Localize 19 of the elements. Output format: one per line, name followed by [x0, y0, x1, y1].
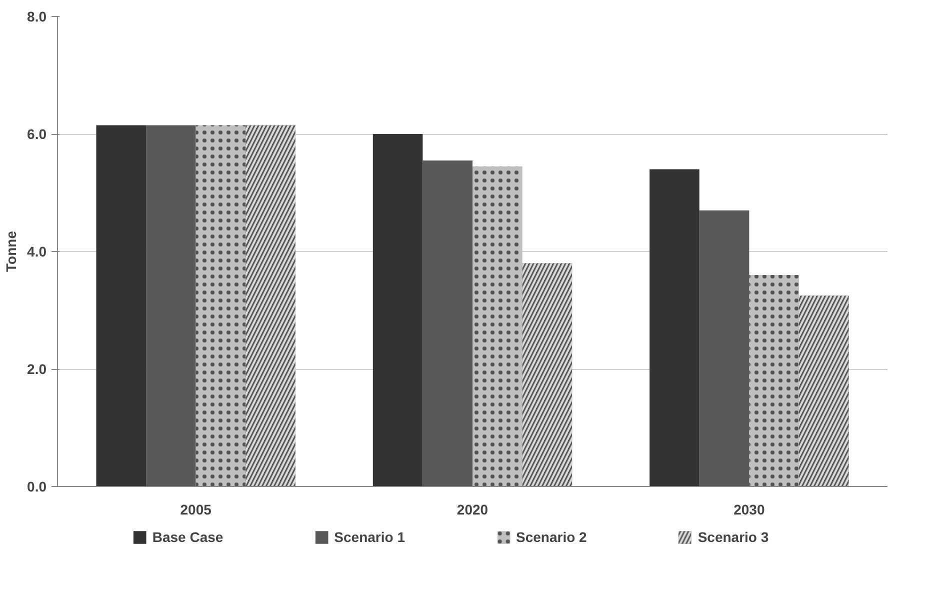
y-tick-label: 6.0 — [27, 126, 47, 142]
legend-label: Scenario 3 — [698, 529, 769, 545]
legend-label: Base Case — [152, 529, 224, 545]
bar — [650, 169, 700, 486]
bar — [699, 210, 750, 486]
y-tick-label: 0.0 — [27, 478, 47, 494]
bar — [146, 125, 196, 486]
x-tick-label: 2020 — [456, 502, 488, 518]
x-tick-label: 2005 — [180, 502, 212, 518]
bar — [96, 125, 146, 486]
legend-label: Scenario 1 — [334, 529, 405, 545]
y-tick-label: 8.0 — [27, 8, 47, 24]
legend-label: Scenario 2 — [516, 529, 587, 545]
bar — [372, 134, 423, 486]
x-tick-label: 2030 — [734, 502, 765, 518]
y-tick-label: 2.0 — [27, 361, 47, 377]
y-axis-title: Tonne — [3, 230, 20, 272]
y-tick-label: 4.0 — [27, 244, 47, 260]
bar — [422, 160, 472, 486]
